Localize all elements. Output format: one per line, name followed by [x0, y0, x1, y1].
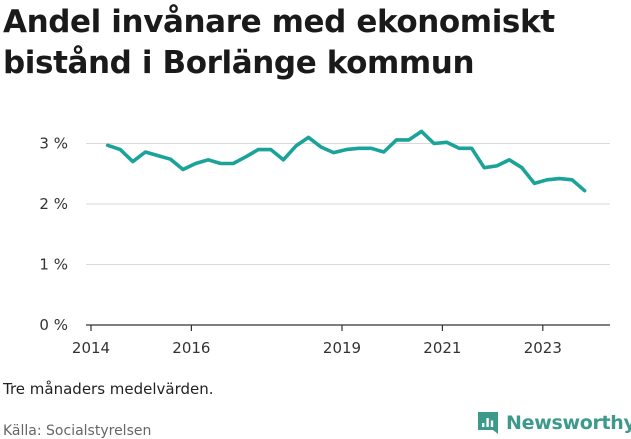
y-tick-label: 3 % [39, 135, 68, 153]
x-tick-label: 2021 [423, 339, 461, 357]
y-tick-label: 0 % [39, 316, 68, 334]
x-tick-label: 2019 [323, 339, 361, 357]
chart-title-line-2: bistånd i Borlänge kommun [3, 45, 475, 81]
x-tick-label: 2014 [72, 339, 110, 357]
source-label: Källa: Socialstyrelsen [3, 423, 152, 439]
series-line [105, 129, 587, 193]
brand-name: Newsworthy [506, 412, 631, 434]
y-tick-label: 1 % [39, 256, 68, 274]
chart-title: Andel invånare med ekonomiskt bistånd i … [3, 2, 628, 84]
chart-note: Tre månaders medelvärden. [3, 380, 214, 398]
chart-document-icon [478, 412, 498, 434]
x-tick-label: 2016 [172, 339, 210, 357]
x-tick-label: 2023 [524, 339, 562, 357]
chart-title-line-1: Andel invånare med ekonomiskt [3, 4, 555, 40]
brand-logo: Newsworthy [476, 409, 631, 437]
line-chart: 0 % 1 % 2 % 3 % 2014 2016 2019 2021 2023 [39, 129, 610, 357]
y-tick-label: 2 % [39, 195, 68, 213]
